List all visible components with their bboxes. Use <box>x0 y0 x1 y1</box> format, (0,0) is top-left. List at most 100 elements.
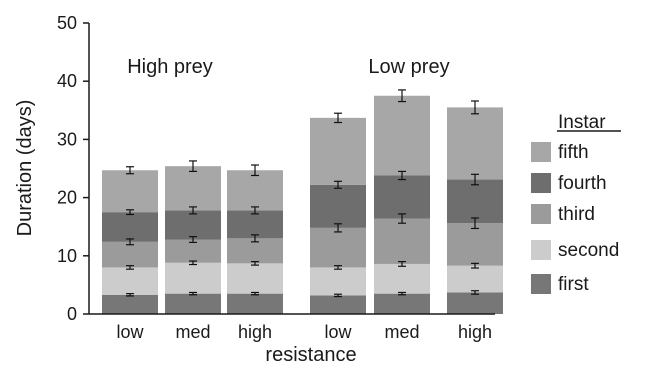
error-bar-third-3 <box>334 223 342 233</box>
error-bar-fifth-4 <box>398 89 406 103</box>
x-ticks-layer: low med high low med high <box>116 322 492 342</box>
error-bar-third-2 <box>251 234 259 243</box>
axes-layer <box>88 23 495 315</box>
group-label-high-prey: High prey <box>127 56 213 78</box>
x-tick-label-0: low <box>116 322 144 342</box>
bar-segment-fourth-4 <box>374 175 430 219</box>
error-bar-second-1 <box>189 260 197 266</box>
legend-item-third: third <box>531 204 595 225</box>
legend-label-second: second <box>558 240 619 261</box>
error-bar-first-0 <box>126 293 134 297</box>
legend-label-fourth: fourth <box>558 173 607 194</box>
bar-segment-first-0 <box>102 294 158 314</box>
bar-segment-fifth-5 <box>447 107 503 180</box>
error-bar-first-2 <box>251 291 259 296</box>
error-bar-fourth-4 <box>398 170 406 181</box>
bar-segment-second-3 <box>310 267 366 296</box>
x-tick-label-3: low <box>324 322 352 342</box>
bar-segment-fifth-1 <box>165 166 221 211</box>
y-tick-label-10: 10 <box>57 246 77 266</box>
legend-label-third: third <box>558 204 595 225</box>
y-tick-label-40: 40 <box>57 71 77 91</box>
bar-segment-first-5 <box>447 292 503 314</box>
bar-segment-fifth-3 <box>310 117 366 185</box>
error-bar-third-5 <box>471 217 479 230</box>
bars-layer <box>102 95 503 314</box>
bar-segment-fourth-3 <box>310 184 366 228</box>
x-axis-title: resistance <box>265 344 356 366</box>
bar-segment-third-2 <box>227 238 283 264</box>
x-tick-label-1: med <box>175 322 210 342</box>
bar-segment-fifth-2 <box>227 170 283 211</box>
error-bar-fourth-2 <box>251 206 259 215</box>
error-bar-fourth-0 <box>126 209 134 216</box>
error-bar-first-4 <box>398 291 406 296</box>
error-bar-fifth-3 <box>334 112 342 124</box>
bar-segment-first-1 <box>165 293 221 314</box>
legend-item-fourth: fourth <box>531 173 607 194</box>
error-bar-fifth-5 <box>471 100 479 115</box>
legend-label-first: first <box>558 274 589 295</box>
x-tick-label-2: high <box>238 322 272 342</box>
y-tick-label-20: 20 <box>57 188 77 208</box>
bar-segment-second-5 <box>447 265 503 293</box>
error-bar-second-2 <box>251 261 259 266</box>
bar-segment-second-4 <box>374 263 430 294</box>
bar-segment-third-4 <box>374 218 430 264</box>
y-tick-label-50: 50 <box>57 13 77 33</box>
bar-segment-first-4 <box>374 293 430 314</box>
error-bar-third-0 <box>126 238 134 246</box>
group-label-low-prey: Low prey <box>368 56 449 78</box>
bar-segment-fifth-4 <box>374 95 430 176</box>
error-bar-first-3 <box>334 293 342 298</box>
bar-segment-fourth-0 <box>102 212 158 242</box>
legend-swatch-second <box>531 240 551 260</box>
x-tick-label-5: high <box>458 322 492 342</box>
y-ticks-layer: 0 10 20 30 40 50 <box>57 13 89 324</box>
legend-title: Instar <box>558 112 606 133</box>
bar-segment-first-2 <box>227 293 283 314</box>
legend-item-fifth: fifth <box>531 142 589 163</box>
y-tick-label-0: 0 <box>67 304 77 324</box>
bar-segment-fifth-0 <box>102 170 158 213</box>
error-bar-third-4 <box>398 213 406 224</box>
error-bar-second-0 <box>126 265 134 270</box>
error-bar-second-5 <box>471 262 479 269</box>
error-bar-fourth-5 <box>471 173 479 186</box>
legend-item-first: first <box>531 274 589 295</box>
bar-segment-fourth-5 <box>447 179 503 224</box>
bar-segment-third-0 <box>102 241 158 268</box>
bar-segment-second-2 <box>227 263 283 294</box>
bar-segment-second-1 <box>165 262 221 294</box>
bar-segment-second-0 <box>102 267 158 295</box>
bar-segment-third-1 <box>165 239 221 263</box>
error-bar-third-1 <box>189 235 197 244</box>
bar-segment-fourth-2 <box>227 210 283 239</box>
y-tick-label-30: 30 <box>57 129 77 149</box>
bar-segment-third-5 <box>447 223 503 266</box>
error-bar-fifth-2 <box>251 164 259 177</box>
legend-swatch-fifth <box>531 142 551 162</box>
y-axis-title: Duration (days) <box>14 100 36 237</box>
error-bar-second-3 <box>334 265 342 270</box>
bar-segment-third-3 <box>310 227 366 268</box>
legend-swatch-fourth <box>531 173 551 193</box>
error-bar-fourth-1 <box>189 206 197 215</box>
error-bar-fifth-1 <box>189 160 197 173</box>
legend: Instar fifth fourth third second first <box>531 112 621 295</box>
error-bar-first-1 <box>189 291 197 296</box>
legend-item-second: second <box>531 240 619 261</box>
legend-label-fifth: fifth <box>558 142 589 163</box>
legend-swatch-third <box>531 204 551 224</box>
bar-segment-first-3 <box>310 295 366 314</box>
error-bar-fifth-0 <box>126 166 134 175</box>
x-tick-label-4: med <box>384 322 419 342</box>
error-bar-fourth-3 <box>334 180 342 189</box>
error-bar-second-4 <box>398 261 406 267</box>
error-bars-layer <box>126 89 479 298</box>
legend-swatch-first <box>531 274 551 294</box>
bar-segment-fourth-1 <box>165 210 221 240</box>
error-bar-first-5 <box>471 290 479 295</box>
